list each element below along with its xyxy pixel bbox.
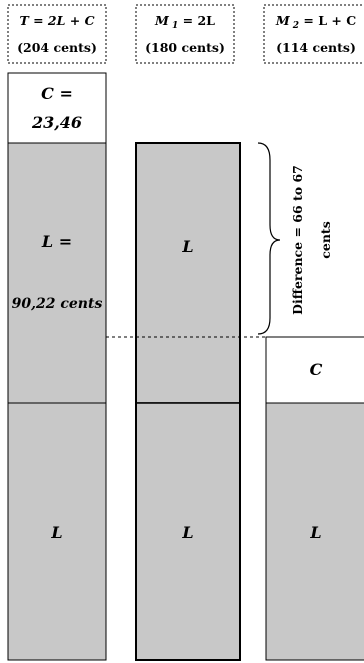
difference-label-line2: cents	[318, 221, 333, 258]
label-c-col1-line1: C =	[41, 84, 73, 103]
header-total-formula: T = 2L + C	[19, 13, 94, 28]
label-l-lower-col2: L	[181, 523, 193, 542]
label-l-upper-col1-line1: L =	[41, 232, 72, 251]
segment-c-col3	[265, 336, 364, 404]
label-c-col1-line2: 23,46	[31, 113, 82, 132]
segment-l-upper-col2	[135, 142, 241, 404]
difference-label-line1: Difference = 66 to 67	[290, 165, 305, 315]
label-l-lower-col1: L	[50, 523, 62, 542]
label-l-lower-col3: L	[309, 523, 321, 542]
header-m1-formula: M 1 = 2L	[154, 13, 215, 31]
label-l-upper-col2: L	[181, 237, 193, 256]
header-m1-cents: (180 cents)	[145, 40, 225, 55]
header-m2-formula: M 2 = L + C	[275, 13, 356, 31]
column-m1: L L	[135, 142, 241, 661]
header-m2-cents: (114 cents)	[276, 40, 356, 55]
column-total: C = 23,46 L = 90,22 cents L	[7, 72, 107, 661]
header-m2: M 2 = L + C (114 cents)	[263, 4, 364, 64]
header-total-cents: (204 cents)	[17, 40, 97, 55]
segment-l-upper-col1	[7, 142, 107, 404]
header-m1: M 1 = 2L (180 cents)	[135, 4, 235, 64]
difference-brace	[257, 142, 281, 335]
segment-c-col1	[7, 72, 107, 144]
segment-l-lower-col3	[265, 402, 364, 661]
segment-l-lower-col1	[7, 402, 107, 661]
label-l-upper-col1-line2: 90,22 cents	[12, 296, 103, 312]
header-total: T = 2L + C (204 cents)	[7, 4, 107, 64]
column-m2: C L	[265, 336, 364, 661]
label-c-col3: C	[310, 360, 323, 379]
